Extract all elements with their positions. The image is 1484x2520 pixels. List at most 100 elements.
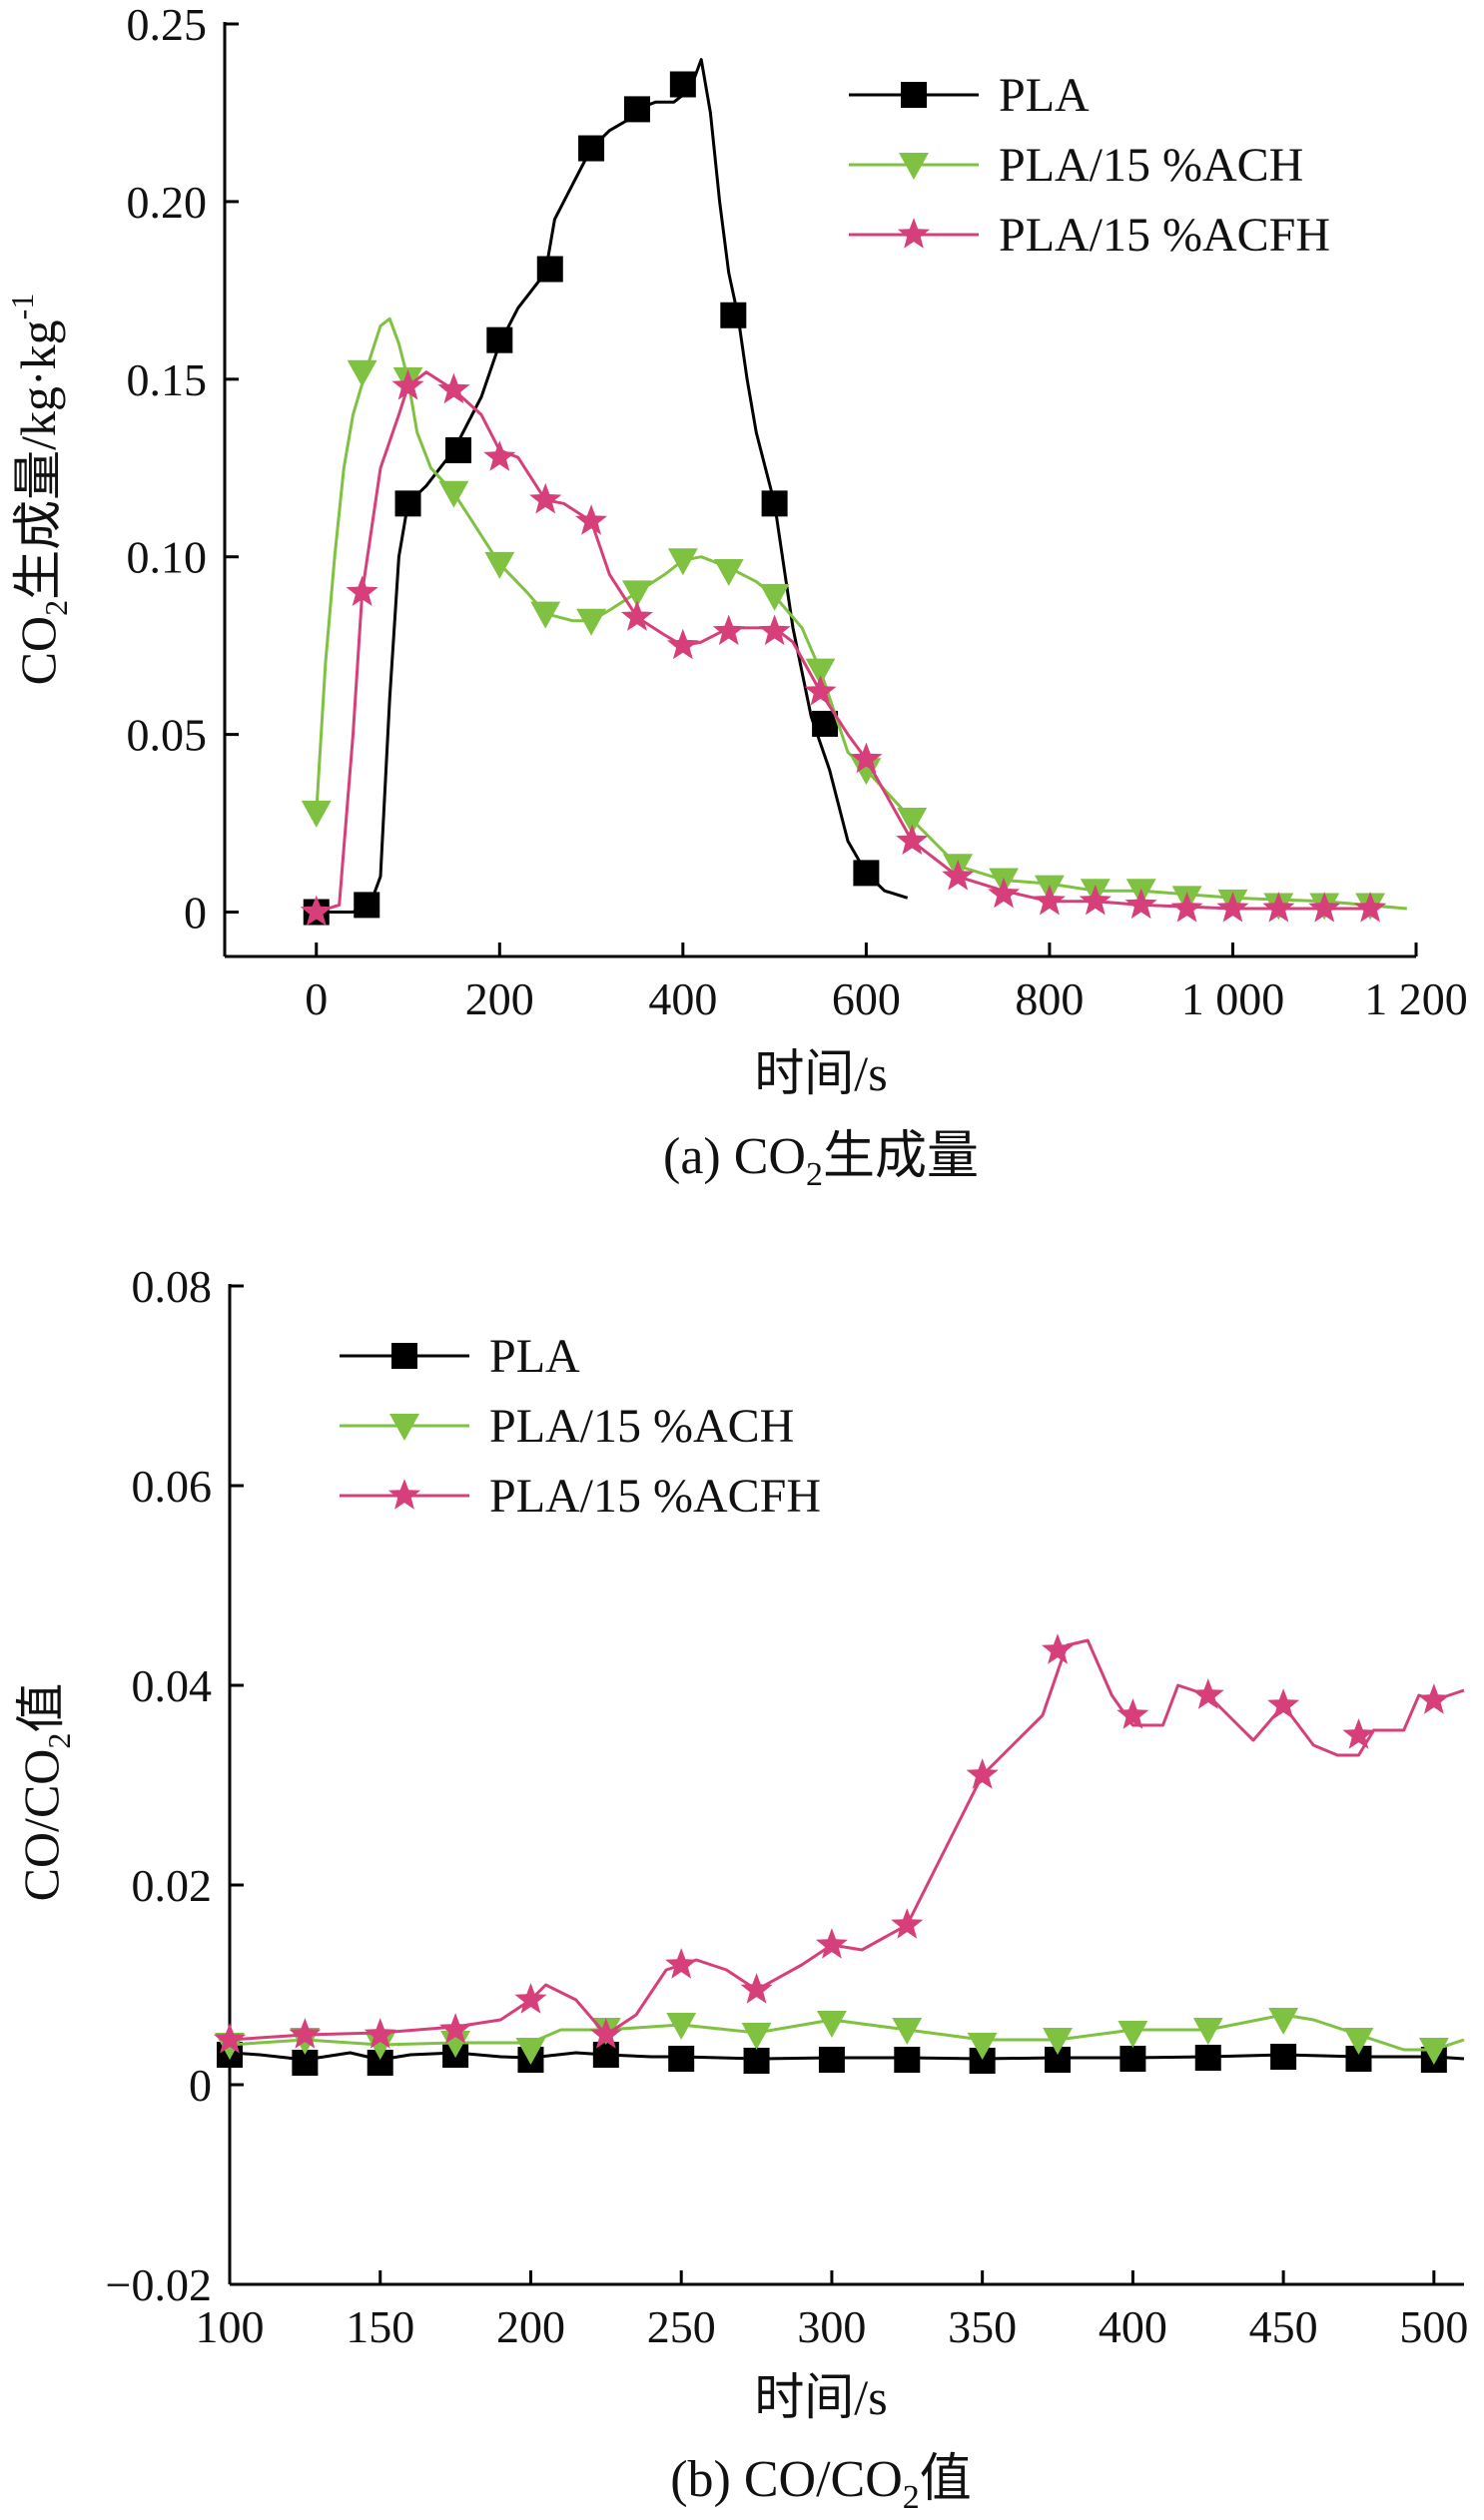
panel-b-data-point bbox=[894, 2047, 921, 2073]
panel-b-data-point bbox=[666, 2013, 697, 2040]
panel-a-data-point bbox=[712, 614, 745, 646]
panel-b-data-point bbox=[740, 1973, 773, 2004]
panel-a-data-point bbox=[666, 628, 699, 660]
panel-a-x-tick-label: 600 bbox=[832, 973, 901, 1024]
panel-b-data-point bbox=[589, 2018, 622, 2049]
panel-a-data-point bbox=[578, 135, 605, 162]
panel-b-x-tick-label: 150 bbox=[346, 2301, 414, 2352]
panel-b-data-point bbox=[1343, 2028, 1374, 2055]
panel-b-data-point bbox=[1268, 2008, 1299, 2035]
panel-a-data-point bbox=[623, 96, 650, 123]
panel-b-x-tick-label: 400 bbox=[1099, 2301, 1167, 2352]
panel-a-series-2 bbox=[300, 369, 1387, 927]
panel-b-data-point bbox=[1417, 1683, 1450, 1714]
panel-a-y-tick-label: 0.20 bbox=[127, 177, 208, 228]
panel-b-x-tick-label: 500 bbox=[1399, 2301, 1468, 2352]
panel-b-x-tick-label: 250 bbox=[647, 2301, 716, 2352]
panel-b-data-point bbox=[1119, 2046, 1146, 2072]
panel-a-data-point bbox=[536, 256, 563, 283]
panel-a-data-point bbox=[988, 877, 1021, 909]
panel-a-data-point bbox=[850, 742, 883, 774]
panel-a-x-tick-label: 400 bbox=[648, 973, 717, 1024]
panel-a-legend-marker bbox=[901, 82, 927, 108]
panel-a-data-point bbox=[1216, 892, 1249, 923]
panel-b-x-tick-label: 450 bbox=[1249, 2301, 1318, 2352]
panel-b-data-point bbox=[891, 1908, 924, 1939]
panel-b-series-2 bbox=[213, 1633, 1465, 2054]
panel-a-legend-label: PLA/15 %ACFH bbox=[999, 209, 1330, 262]
panel-b-data-point bbox=[668, 2046, 695, 2072]
panel-b-data-point bbox=[1042, 1633, 1075, 1664]
panel-b-legend-item: PLA bbox=[340, 1330, 580, 1383]
panel-a-data-point bbox=[896, 824, 929, 855]
panel-a-data-point bbox=[575, 504, 608, 535]
panel-a-data-point bbox=[804, 675, 837, 706]
panel-b-y-ticks: −0.02 0 0.02 0.04 0.06 0.08 bbox=[106, 1261, 244, 2310]
panel-a-series-0 bbox=[303, 58, 909, 926]
panel-a-co2-yield-chart: 0 0.05 0.10 0.15 0.20 0.25 0 200 400 600 800 1 000… bbox=[4, 0, 1468, 1193]
panel-a-data-point bbox=[354, 892, 380, 919]
panel-a-data-point bbox=[576, 608, 607, 636]
panel-a-y-axis-label: CO2生成量/kg·kg-1 bbox=[4, 294, 74, 686]
panel-a-data-point bbox=[394, 490, 421, 517]
panel-a-legend-item: PLA/15 %ACFH bbox=[849, 209, 1330, 262]
panel-b-data-point bbox=[1270, 2044, 1297, 2070]
panel-b-data-point bbox=[289, 2018, 322, 2049]
panel-a-data-point bbox=[300, 895, 333, 927]
panel-a-legend-item: PLA bbox=[849, 69, 1090, 122]
panel-a-data-point bbox=[720, 302, 747, 328]
panel-a-data-point bbox=[853, 860, 880, 887]
panel-b-data-point bbox=[665, 1948, 698, 1979]
panel-a-x-tick-label: 1 000 bbox=[1181, 973, 1285, 1024]
panel-b-data-point bbox=[815, 1928, 848, 1959]
panel-b-legend: PLA PLA/15 %ACH PLA/15 %ACFH bbox=[340, 1330, 821, 1523]
panel-a-series-1 bbox=[301, 316, 1407, 921]
panel-b-data-point bbox=[439, 2013, 472, 2044]
panel-b-y-tick-label: 0.04 bbox=[132, 1660, 213, 1711]
panel-b-y-tick-label: 0.02 bbox=[132, 1860, 213, 1911]
panel-a-data-point bbox=[486, 326, 513, 353]
panel-a-y-tick-label: 0.15 bbox=[127, 354, 208, 405]
panel-b-series-0 bbox=[217, 2042, 1465, 2076]
panel-a-data-point bbox=[759, 583, 790, 611]
panel-b-data-point bbox=[213, 2023, 247, 2054]
panel-a-data-point bbox=[942, 860, 975, 891]
panel-a-series-line bbox=[316, 58, 909, 914]
panel-a-data-point bbox=[346, 575, 378, 606]
panel-a-series bbox=[300, 58, 1407, 927]
panel-b-data-point bbox=[1117, 2021, 1148, 2048]
panel-a-y-tick-label: 0.05 bbox=[127, 710, 208, 761]
panel-a-data-point bbox=[1124, 888, 1157, 920]
panel-b-data-point bbox=[1194, 2045, 1221, 2071]
panel-a-data-point bbox=[483, 440, 516, 471]
panel-b-x-ticks: 100 150 200 250 300 350 400 450 500 bbox=[196, 2270, 1468, 2352]
panel-b-y-axis-label: CO/CO2值 bbox=[13, 1683, 77, 1902]
panel-b-data-point bbox=[816, 2011, 847, 2038]
panel-b-data-point bbox=[364, 2018, 396, 2049]
panel-a-x-ticks: 0 200 400 600 800 1 000 1 200 bbox=[305, 943, 1468, 1024]
panel-a-caption: (a) CO2生成量 bbox=[663, 1128, 979, 1193]
panel-a-legend-label: PLA/15 %ACH bbox=[999, 139, 1303, 192]
panel-a-y-tick-label: 0.10 bbox=[127, 532, 208, 583]
panel-b-data-point bbox=[892, 2018, 923, 2045]
panel-b-caption: (b) CO/CO2值 bbox=[670, 2451, 972, 2516]
panel-a-y-ticks: 0 0.05 0.10 0.15 0.20 0.25 bbox=[127, 0, 239, 939]
panel-b-series-line bbox=[229, 1638, 1465, 2042]
panel-a-legend-item: PLA/15 %ACH bbox=[849, 139, 1303, 192]
panel-a-data-point bbox=[669, 71, 696, 98]
panel-a-y-tick-label: 0.25 bbox=[127, 0, 208, 50]
panel-b-legend-item: PLA/15 %ACH bbox=[340, 1400, 794, 1453]
panel-b-y-tick-label: −0.02 bbox=[106, 2259, 212, 2310]
panel-b-data-point bbox=[818, 2047, 845, 2073]
panel-a-data-point bbox=[301, 800, 332, 828]
panel-a-data-point bbox=[622, 580, 652, 608]
panel-a-x-tick-label: 200 bbox=[465, 973, 534, 1024]
panel-a-x-axis-label: 时间/s bbox=[754, 1045, 887, 1101]
panel-a-series-line bbox=[315, 316, 1407, 911]
panel-a-data-point bbox=[897, 808, 928, 835]
panel-a-x-tick-label: 800 bbox=[1015, 973, 1084, 1024]
panel-b-y-tick-label: 0 bbox=[189, 2060, 212, 2111]
panel-b-co-co2-ratio-chart: −0.02 0 0.02 0.04 0.06 0.08 100 150 200 250 300 35… bbox=[13, 1261, 1468, 2516]
panel-a-data-point bbox=[1170, 892, 1203, 923]
panel-a-legend-label: PLA bbox=[999, 69, 1090, 122]
